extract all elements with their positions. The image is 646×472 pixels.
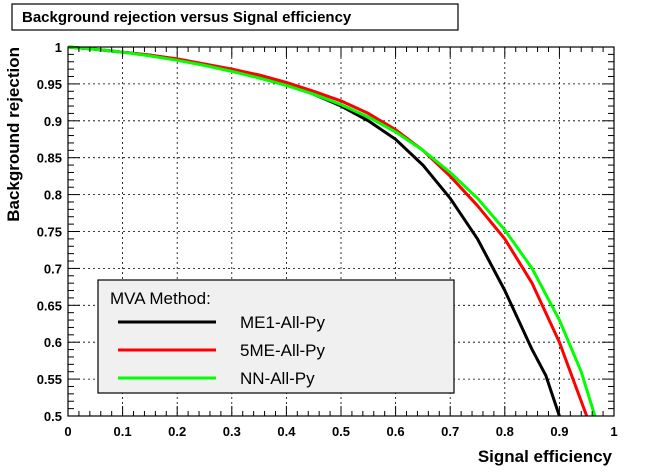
- x-tick-label: 0.4: [277, 424, 296, 439]
- x-tick-label: 0.3: [223, 424, 241, 439]
- x-tick-label: 1: [610, 424, 617, 439]
- x-tick-label: 0.6: [387, 424, 405, 439]
- x-tick-label: 0: [64, 424, 71, 439]
- series-line-nn-all-py: [67, 45, 597, 417]
- x-axis-title: Signal efficiency: [478, 447, 613, 466]
- y-tick-label: 0.85: [37, 151, 62, 166]
- legend-label: ME1-All-Py: [240, 313, 326, 332]
- x-tick-label: 0.1: [114, 424, 132, 439]
- y-tick-label: 0.7: [44, 261, 62, 276]
- y-tick-label: 0.95: [37, 77, 62, 92]
- legend-label: 5ME-All-Py: [240, 341, 326, 360]
- y-tick-label: 0.65: [37, 298, 62, 313]
- x-tick-label: 0.5: [332, 424, 350, 439]
- y-axis-title: Background rejection: [4, 47, 23, 222]
- y-tick-label: 0.75: [37, 225, 62, 240]
- x-tick-label: 0.9: [550, 424, 568, 439]
- y-tick-label: 0.5: [44, 409, 62, 424]
- x-tick-labels: 0 0.1 0.2 0.3 0.4 0.5 0.6 0.7 0.8 0.9 1: [64, 424, 617, 439]
- axis-ticks: [67, 46, 615, 417]
- chart-title: Background rejection versus Signal effic…: [22, 9, 352, 26]
- x-tick-label: 0.8: [496, 424, 514, 439]
- y-tick-label: 0.55: [37, 372, 62, 387]
- y-tick-label: 0.9: [44, 114, 62, 129]
- y-tick-label: 0.8: [44, 188, 62, 203]
- series-lines: [67, 45, 597, 417]
- legend-label: NN-All-Py: [240, 369, 315, 388]
- y-tick-label: 0.6: [44, 335, 62, 350]
- legend: MVA Method: ME1-All-Py 5ME-All-Py NN-All-P…: [97, 279, 455, 394]
- x-tick-label: 0.2: [168, 424, 186, 439]
- chart-title-box: Background rejection versus Signal effic…: [11, 3, 459, 31]
- legend-box: [97, 279, 455, 394]
- x-tick-label: 0.7: [441, 424, 459, 439]
- legend-title: MVA Method:: [110, 289, 211, 308]
- legend-entries: ME1-All-Py 5ME-All-Py NN-All-Py: [118, 313, 326, 388]
- y-tick-labels: 0.5 0.55 0.6 0.65 0.7 0.75 0.8 0.85 0.9 0.95 1: [37, 40, 62, 424]
- y-tick-label: 1: [55, 40, 62, 55]
